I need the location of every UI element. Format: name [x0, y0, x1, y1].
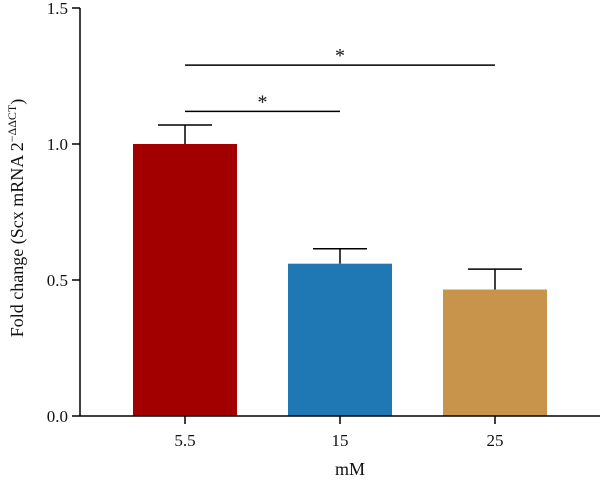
bar — [288, 263, 392, 416]
x-ticks-layer: 5.5 15 25 — [174, 416, 504, 450]
x-tick-label: 15 — [332, 431, 349, 450]
y-axis-label-main: Fold change (Scx mRNA 2 — [7, 142, 28, 337]
y-tick-label: 1.0 — [47, 135, 68, 154]
x-tick-label: 25 — [487, 431, 504, 450]
error-bars-layer — [158, 124, 522, 290]
y-axis-label-superscript: −ΔΔCT — [5, 104, 19, 142]
significance-star: * — [258, 91, 268, 113]
x-axis-label: mM — [335, 459, 365, 479]
y-tick-label: 1.5 — [47, 0, 68, 18]
y-axis-label: Fold change (Scx mRNA 2−ΔΔCT) — [5, 99, 28, 338]
y-tick-label: 0.0 — [47, 407, 68, 426]
bars-layer — [133, 144, 547, 416]
x-tick-label: 5.5 — [174, 431, 195, 450]
y-axis-label-close: ) — [7, 99, 28, 105]
significance-star: * — [335, 45, 345, 67]
bar — [133, 144, 237, 416]
significance-layer: ** — [185, 45, 495, 113]
bar — [443, 289, 547, 416]
y-tick-label: 0.5 — [47, 271, 68, 290]
y-ticks-layer: 0.0 0.5 1.0 1.5 — [47, 0, 80, 426]
